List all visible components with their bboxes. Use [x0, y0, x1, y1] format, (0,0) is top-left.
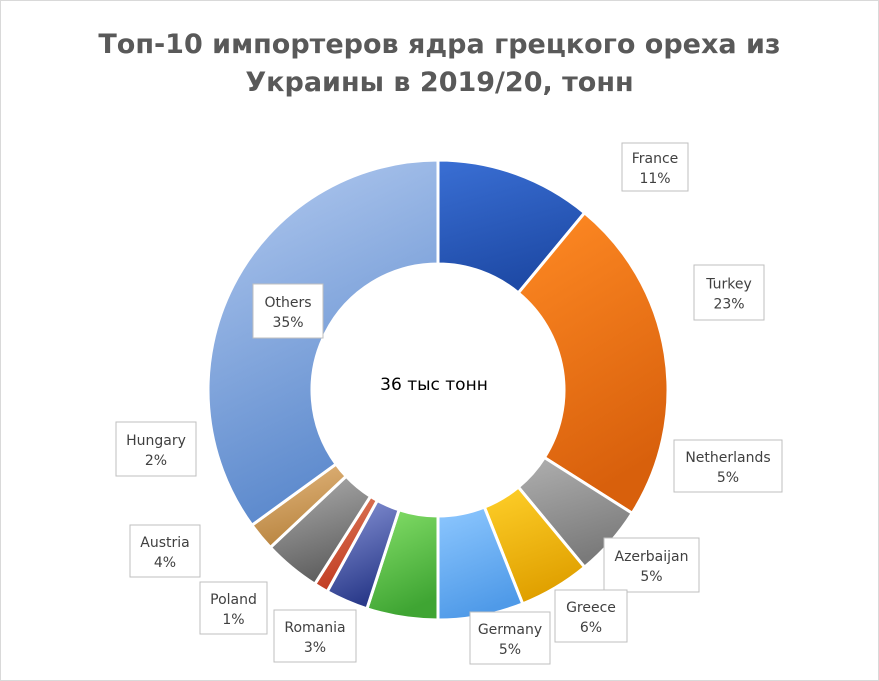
data-label-name: Poland — [210, 592, 257, 608]
slice-others — [206, 158, 440, 528]
data-label-name: Others — [264, 295, 311, 311]
data-label-value: 5% — [640, 569, 662, 585]
center-label: 36 тыс тонн — [380, 375, 488, 395]
data-label-name: France — [632, 151, 679, 167]
data-label-box — [252, 283, 324, 339]
data-label-box — [273, 609, 357, 663]
data-label-name: Austria — [140, 535, 189, 551]
data-label-azerbaijan: Azerbaijan 5% — [603, 537, 700, 593]
data-label-box — [603, 537, 700, 593]
data-label-others: Others 35% — [252, 283, 324, 339]
data-label-name: Germany — [478, 622, 542, 638]
chart-title-line1: Топ-10 импортеров ядра грецкого ореха из — [98, 29, 781, 60]
data-label-box — [673, 439, 783, 493]
data-label-box — [129, 524, 201, 578]
data-label-box — [115, 421, 197, 477]
data-label-value: 5% — [717, 470, 739, 486]
data-label-value: 11% — [639, 171, 670, 187]
chart-title-line2: Украины в 2019/20, тонн — [245, 67, 634, 98]
data-label-netherlands: Netherlands 5% — [673, 439, 783, 493]
data-label-value: 1% — [222, 612, 244, 628]
data-label-name: Greece — [566, 600, 616, 616]
data-label-name: Turkey — [705, 277, 752, 293]
data-label-value: 35% — [272, 315, 303, 331]
data-label-value: 4% — [154, 555, 176, 571]
data-label-value: 3% — [304, 640, 326, 656]
data-label-name: Netherlands — [685, 450, 770, 466]
data-label-france: France 11% — [621, 142, 689, 192]
data-label-value: 5% — [499, 642, 521, 658]
data-label-box — [469, 611, 551, 665]
data-label-box — [554, 589, 628, 643]
data-label-value: 2% — [145, 453, 167, 469]
data-label-name: Hungary — [126, 433, 186, 449]
data-label-value: 6% — [580, 620, 602, 636]
data-label-turkey: Turkey 23% — [693, 264, 765, 321]
data-label-greece: Greece 6% — [554, 589, 628, 643]
data-label-value: 23% — [713, 297, 744, 313]
data-label-box — [621, 142, 689, 192]
data-label-box — [693, 264, 765, 321]
data-label-box — [199, 581, 268, 635]
data-label-germany: Germany 5% — [469, 611, 551, 665]
data-label-name: Romania — [284, 620, 345, 636]
chart-title: Топ-10 импортеров ядра грецкого ореха из… — [0, 26, 879, 102]
data-label-poland: Poland 1% — [199, 581, 268, 635]
data-label-name: Azerbaijan — [615, 549, 689, 565]
data-label-romania: Romania 3% — [273, 609, 357, 663]
data-label-hungary: Hungary 2% — [115, 421, 197, 477]
data-label-austria: Austria 4% — [129, 524, 201, 578]
slice-turkey — [516, 210, 670, 516]
